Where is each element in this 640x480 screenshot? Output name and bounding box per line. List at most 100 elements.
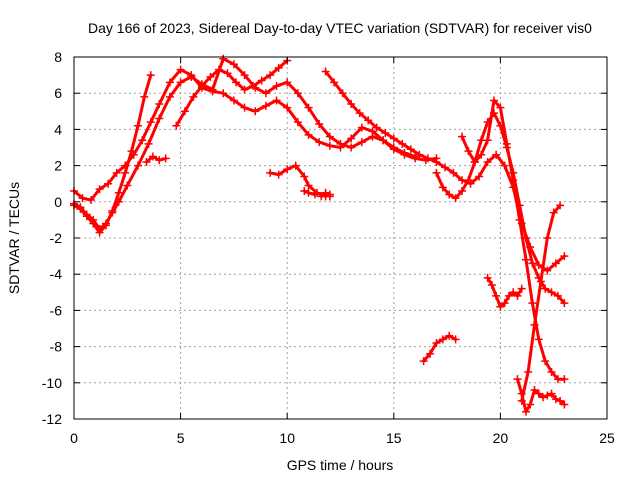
data-point-marker — [551, 395, 560, 404]
data-point-marker — [89, 215, 98, 224]
data-point-marker — [112, 168, 121, 177]
data-point-marker — [556, 201, 565, 210]
data-point-marker — [389, 134, 398, 143]
data-point-marker — [176, 65, 185, 74]
data-point-marker — [492, 291, 501, 300]
data-point-marker — [206, 72, 215, 81]
data-point-marker — [547, 288, 556, 297]
data-point-marker — [556, 396, 565, 405]
data-point-marker — [101, 219, 110, 228]
data-point-marker — [240, 85, 249, 94]
data-point-marker — [310, 190, 319, 199]
series-arc-12 — [483, 273, 526, 311]
data-point-marker — [389, 143, 398, 152]
data-point-marker — [129, 150, 138, 159]
data-point-marker — [551, 259, 560, 268]
data-point-marker — [240, 103, 249, 112]
data-point-marker — [483, 136, 492, 145]
data-point-marker — [325, 192, 334, 201]
data-point-marker — [411, 152, 420, 161]
data-point-marker — [458, 186, 467, 195]
series-arc-2 — [70, 65, 441, 204]
data-point-marker — [347, 100, 356, 109]
data-point-marker — [121, 168, 130, 177]
y-tick-label: -8 — [50, 339, 63, 355]
data-point-marker — [464, 147, 473, 156]
data-point-marker — [347, 143, 356, 152]
data-point-marker — [321, 67, 330, 76]
data-point-marker — [530, 386, 539, 395]
data-point-marker — [300, 172, 309, 181]
data-point-marker — [534, 335, 543, 344]
data-point-marker — [274, 170, 283, 179]
data-point-marker — [517, 396, 526, 405]
data-point-marker — [357, 123, 366, 132]
trace-line — [268, 164, 332, 198]
data-point-marker — [155, 156, 164, 165]
data-point-marker — [283, 103, 292, 112]
x-tick-label: 15 — [386, 430, 402, 446]
data-point-marker — [148, 152, 157, 161]
y-tick-label: -4 — [50, 266, 63, 282]
data-point-marker — [490, 96, 499, 105]
data-point-marker — [541, 284, 550, 293]
y-tick-label: 4 — [54, 121, 62, 137]
data-point-marker — [500, 161, 509, 170]
data-point-marker — [347, 134, 356, 143]
trace-line — [174, 59, 289, 128]
data-point-marker — [432, 168, 441, 177]
data-point-marker — [208, 85, 217, 94]
data-point-marker — [95, 185, 104, 194]
data-point-marker — [534, 261, 543, 270]
data-point-marker — [300, 186, 309, 195]
data-point-marker — [133, 161, 142, 170]
data-point-marker — [123, 181, 132, 190]
trace-line — [145, 155, 168, 164]
data-point-marker — [330, 78, 339, 87]
data-point-marker — [321, 188, 330, 197]
x-tick-label: 25 — [599, 430, 615, 446]
data-point-marker — [502, 139, 511, 148]
data-point-marker — [283, 165, 292, 174]
data-point-marker — [475, 172, 484, 181]
y-tick-label: 0 — [54, 194, 62, 210]
data-point-marker — [524, 367, 533, 376]
data-point-marker — [513, 291, 522, 300]
data-point-marker — [381, 129, 390, 138]
data-point-marker — [406, 145, 415, 154]
y-tick-label: 2 — [54, 158, 62, 174]
series-arc-8 — [317, 188, 334, 201]
data-point-marker — [114, 188, 123, 197]
data-point-marker — [355, 109, 364, 118]
data-point-marker — [274, 63, 283, 72]
data-point-marker — [400, 148, 409, 157]
x-tick-label: 10 — [279, 430, 295, 446]
data-point-marker — [251, 107, 260, 116]
data-point-marker — [219, 89, 228, 98]
data-point-marker — [138, 136, 147, 145]
data-point-marker — [426, 349, 435, 358]
y-tick-label: -12 — [42, 411, 62, 427]
data-point-marker — [144, 139, 153, 148]
data-point-marker — [398, 139, 407, 148]
data-point-marker — [142, 157, 151, 166]
trace-line — [460, 98, 566, 381]
data-point-marker — [78, 194, 87, 203]
series-arc-3 — [70, 54, 420, 233]
data-point-marker — [528, 299, 537, 308]
data-point-marker — [440, 163, 449, 172]
data-point-marker — [146, 71, 155, 80]
data-point-marker — [293, 118, 302, 127]
data-point-marker — [140, 92, 149, 101]
data-point-marker — [415, 150, 424, 159]
series-arc-9 — [321, 67, 569, 275]
data-point-marker — [336, 139, 345, 148]
data-point-marker — [240, 71, 249, 80]
trace-line — [72, 57, 417, 231]
data-point-marker — [161, 154, 170, 163]
data-point-marker — [496, 302, 505, 311]
data-point-marker — [155, 100, 164, 109]
data-point-marker — [423, 154, 432, 163]
data-point-marker — [445, 331, 454, 340]
y-axis-label: SDTVAR / TECUs — [6, 182, 22, 294]
